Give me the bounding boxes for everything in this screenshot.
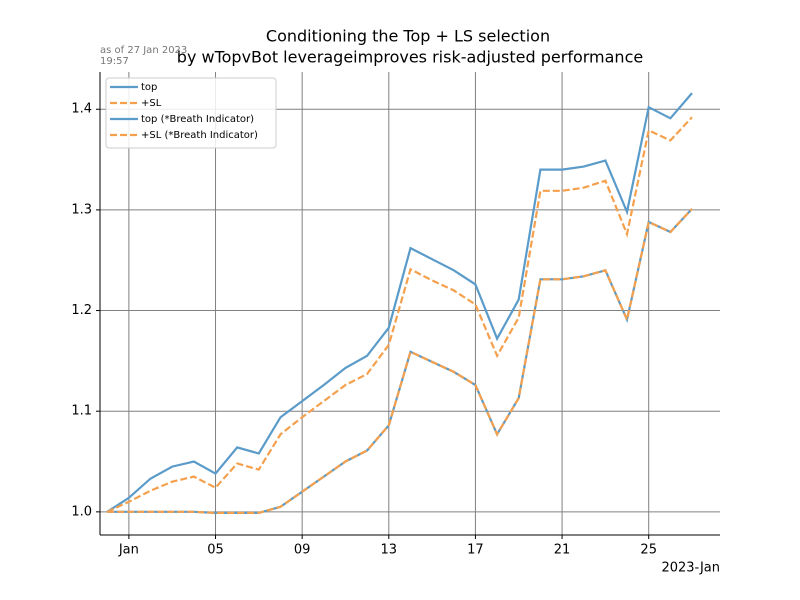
chart-title: Conditioning the Top + LS selection <box>266 27 550 46</box>
x-tick-label: 25 <box>640 543 657 558</box>
annotation: 19:57 <box>100 56 129 67</box>
x-tick-label: 09 <box>294 543 311 558</box>
y-tick-label: 1.3 <box>71 202 92 217</box>
legend-box <box>105 77 277 149</box>
legend-label: top (*Breath Indicator) <box>141 114 254 125</box>
x-tick-label: 13 <box>381 543 398 558</box>
x-tick-label: 05 <box>207 543 224 558</box>
y-tick-label: 1.0 <box>71 504 92 519</box>
y-tick-label: 1.1 <box>71 404 92 419</box>
x-tick-label: 21 <box>554 543 571 558</box>
legend-label: +SL <box>141 98 162 109</box>
chart-subtitle: by wTopvBot leverageimproves risk-adjust… <box>177 48 643 67</box>
legend: top +SL top (*Breath Indicator) +SL (*Breat… <box>105 77 277 149</box>
x-tick-label: 17 <box>467 543 484 558</box>
legend-label: top <box>141 82 157 93</box>
legend-label: +SL (*Breath Indicator) <box>141 130 258 141</box>
series-line <box>107 208 693 514</box>
y-tick-label: 1.4 <box>71 102 92 117</box>
series-line <box>106 116 693 513</box>
x-tick-label: Jan <box>118 543 139 558</box>
y-tick-label: 1.2 <box>71 303 92 318</box>
series-line <box>107 208 693 514</box>
annotation: as of 27 Jan 2023 <box>100 45 187 56</box>
x-axis-label: 2023-Jan <box>661 561 720 576</box>
series-line <box>106 92 693 513</box>
